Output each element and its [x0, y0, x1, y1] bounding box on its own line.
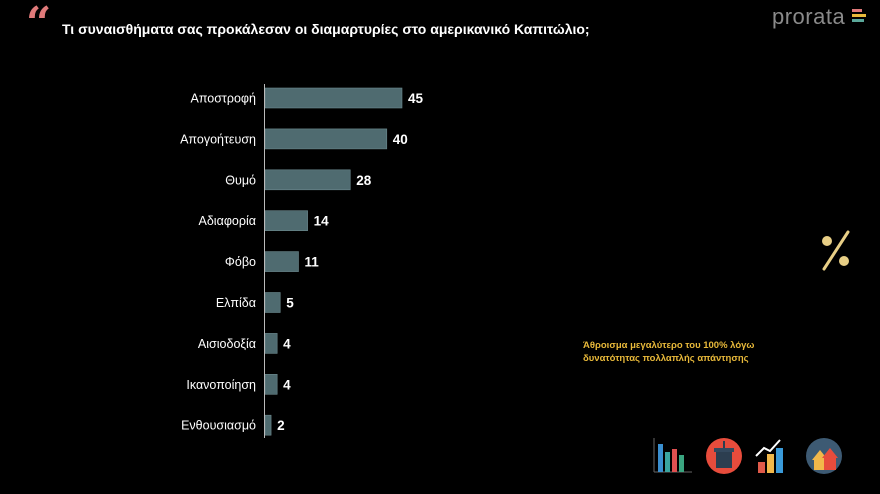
footnote-line-1: Άθροισμα μεγαλύτερο του 100% λόγω — [583, 340, 755, 351]
data-label: 11 — [304, 255, 319, 270]
data-label: 40 — [393, 132, 408, 147]
category-label: Ικανοποίηση — [186, 378, 256, 392]
logo: prorata — [772, 4, 846, 29]
bar — [264, 292, 281, 313]
bar — [264, 414, 272, 436]
logo-mark-icon — [852, 9, 866, 27]
footer-icons — [653, 438, 842, 474]
bar — [264, 373, 278, 395]
growth-chart-icon — [755, 439, 783, 473]
data-label: 2 — [277, 418, 285, 433]
data-label: 28 — [356, 173, 372, 188]
bar-chart-icon — [653, 438, 692, 473]
footnote: Άθροισμα μεγαλύτερο του 100% λόγω δυνατό… — [583, 339, 754, 365]
category-label: Αποστροφή — [190, 92, 256, 106]
page-title: Τι συναισθήματα σας προκάλεσαν οι διαμαρ… — [62, 21, 590, 37]
data-label: 4 — [283, 336, 291, 351]
data-label: 5 — [286, 296, 294, 311]
bar — [264, 210, 308, 231]
category-label: Ελπίδα — [216, 296, 256, 310]
category-label: Αδιαφορία — [199, 214, 256, 228]
data-label: 14 — [314, 214, 330, 229]
bar — [264, 333, 278, 354]
category-label: Φόβο — [225, 255, 256, 269]
bar — [264, 251, 299, 272]
category-label: Απογοήτευση — [180, 132, 256, 146]
houses-icon — [806, 438, 842, 474]
category-label: Ενθουσιασμό — [181, 419, 256, 433]
footnote-line-2: δυνατότητας πολλαπλής απάντησης — [583, 353, 749, 364]
category-label: Θυμό — [225, 173, 256, 187]
podium-icon — [706, 438, 742, 474]
percent-icon — [822, 230, 850, 271]
category-label: Αισιοδοξία — [198, 337, 256, 351]
data-label: 45 — [408, 91, 424, 106]
quote-mark: “ — [26, 0, 52, 49]
data-label: 4 — [283, 377, 291, 392]
bar — [264, 169, 351, 191]
bar — [264, 87, 403, 109]
bar — [264, 128, 388, 150]
